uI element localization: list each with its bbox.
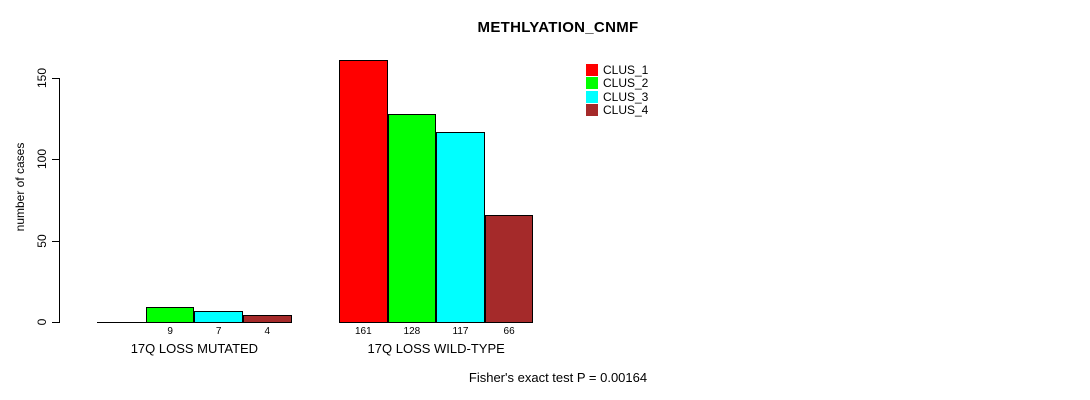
y-tick-label: 100 [35,149,49,170]
bar-clus_4-2 [484,214,534,323]
bar-clus_3-2 [436,131,485,323]
bar-clus_1-2 [339,60,388,323]
legend-swatch-clus_4 [586,103,598,116]
bar-value-label: 9 [167,326,173,337]
legend-swatch-clus_1 [586,64,598,76]
bar-value-label: 117 [452,326,469,337]
bar-clus_3-1 [194,310,243,323]
y-tick-mark [52,159,59,161]
bar-clus_4-1 [243,315,292,323]
y-tick-mark [52,78,59,79]
y-tick-mark [52,322,59,323]
legend-label: CLUS_2 [603,76,649,91]
legend-label: CLUS_3 [603,89,649,104]
y-axis-line [59,78,60,323]
bar-value-label: 66 [503,326,515,337]
category-label: 17Q LOSS MUTATED [130,341,259,356]
y-tick-label: 150 [35,67,49,89]
legend-swatch-clus_3 [586,90,598,103]
bar-clus_2-2 [387,113,437,323]
fisher-test-annotation: Fisher's exact test P = 0.00164 [468,370,648,385]
y-tick-label: 0 [35,318,49,326]
y-axis-title: number of cases [13,142,27,232]
bar-clus_1-1-zero [97,322,146,323]
bar-value-label: 128 [403,326,421,337]
y-tick-mark [52,240,59,242]
bar-clus_2-1 [145,307,195,323]
bar-value-label: 7 [215,326,222,337]
chart-title: METHLYATION_CNMF [477,19,639,36]
legend-label: CLUS_4 [603,102,649,117]
legend-label: CLUS_1 [603,63,649,77]
y-tick-label: 50 [35,233,49,248]
category-label: 17Q LOSS WILD-TYPE [367,341,505,356]
legend-swatch-clus_2 [586,77,598,90]
bar-value-label: 4 [264,326,271,337]
bar-value-label: 161 [354,326,372,337]
